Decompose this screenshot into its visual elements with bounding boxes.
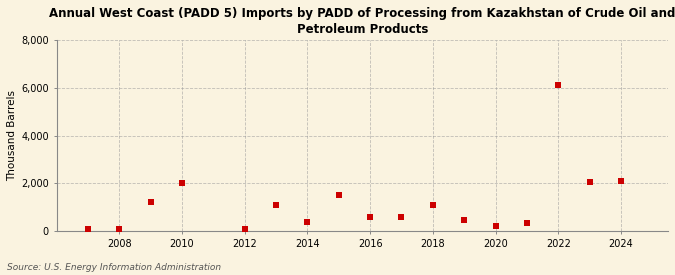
Point bbox=[271, 203, 281, 207]
Point bbox=[585, 180, 595, 184]
Point bbox=[177, 181, 188, 186]
Title: Annual West Coast (PADD 5) Imports by PADD of Processing from Kazakhstan of Crud: Annual West Coast (PADD 5) Imports by PA… bbox=[49, 7, 675, 36]
Point bbox=[302, 219, 313, 224]
Point bbox=[364, 214, 375, 219]
Point bbox=[522, 221, 533, 225]
Point bbox=[114, 227, 125, 231]
Point bbox=[459, 218, 470, 222]
Point bbox=[553, 83, 564, 87]
Point bbox=[490, 224, 501, 229]
Point bbox=[427, 203, 438, 207]
Y-axis label: Thousand Barrels: Thousand Barrels bbox=[7, 90, 17, 181]
Point bbox=[82, 227, 93, 231]
Point bbox=[145, 200, 156, 205]
Point bbox=[239, 227, 250, 231]
Point bbox=[333, 193, 344, 197]
Text: Source: U.S. Energy Information Administration: Source: U.S. Energy Information Administ… bbox=[7, 263, 221, 272]
Point bbox=[396, 214, 407, 219]
Point bbox=[616, 179, 626, 183]
